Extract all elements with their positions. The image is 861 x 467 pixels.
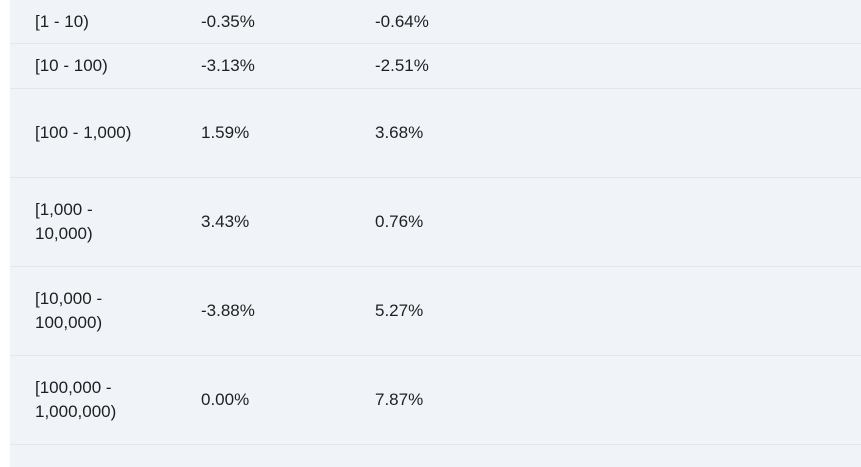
table-row: [10,000 - 100,000) -3.88% 5.27% bbox=[10, 266, 861, 356]
range-cell: [10 - 100) bbox=[10, 43, 201, 89]
value-b-cell: -0.64% bbox=[375, 0, 861, 44]
table-row: [100,000 - 1,000,000) 0.00% 7.87% bbox=[10, 355, 861, 445]
table-row: [1 - 10) -0.35% -0.64% bbox=[10, 0, 861, 44]
data-table: [1 - 10) -0.35% -0.64% [10 - 100) -3.13%… bbox=[10, 0, 861, 445]
table-row: [1,000 - 10,000) 3.43% 0.76% bbox=[10, 177, 861, 267]
value-b-cell: -2.51% bbox=[375, 43, 861, 89]
value-b-cell: 0.76% bbox=[375, 177, 861, 267]
value-b-cell: 3.68% bbox=[375, 88, 861, 178]
table-row: [100 - 1,000) 1.59% 3.68% bbox=[10, 88, 861, 178]
value-a-cell: 1.59% bbox=[201, 88, 375, 178]
value-a-cell: -3.13% bbox=[201, 43, 375, 89]
value-a-cell: -0.35% bbox=[201, 0, 375, 44]
table-row: [10 - 100) -3.13% -2.51% bbox=[10, 43, 861, 89]
range-cell: [10,000 - 100,000) bbox=[10, 266, 201, 356]
value-a-cell: 0.00% bbox=[201, 355, 375, 445]
range-cell: [100 - 1,000) bbox=[10, 88, 201, 178]
value-b-cell: 5.27% bbox=[375, 266, 861, 356]
value-b-cell: 7.87% bbox=[375, 355, 861, 445]
value-a-cell: -3.88% bbox=[201, 266, 375, 356]
table-panel: [1 - 10) -0.35% -0.64% [10 - 100) -3.13%… bbox=[10, 0, 861, 467]
range-cell: [1 - 10) bbox=[10, 0, 201, 44]
range-cell: [100,000 - 1,000,000) bbox=[10, 355, 201, 445]
range-cell: [1,000 - 10,000) bbox=[10, 177, 201, 267]
value-a-cell: 3.43% bbox=[201, 177, 375, 267]
